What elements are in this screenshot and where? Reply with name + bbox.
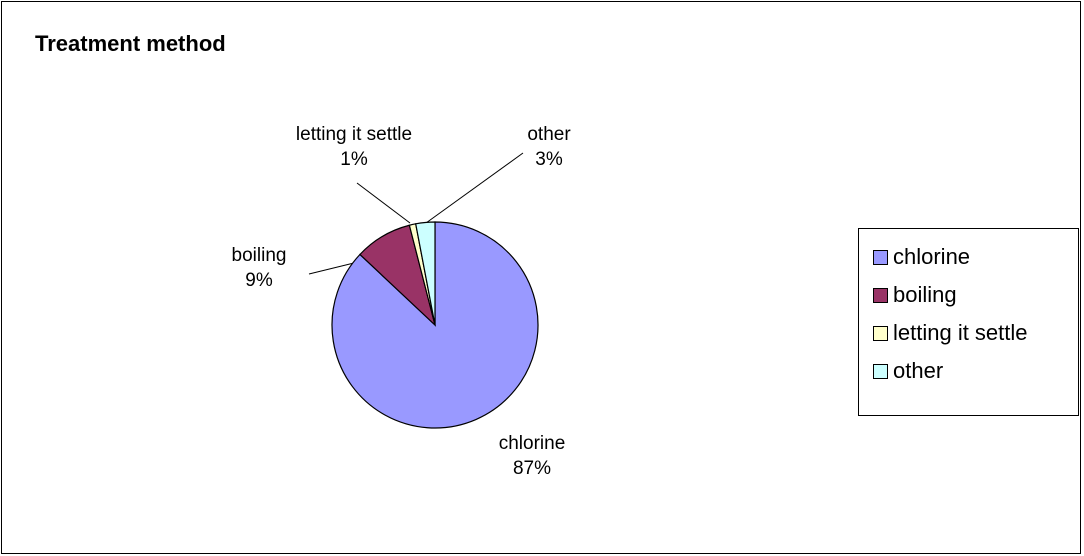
data-label-name-other: other [527, 124, 571, 145]
pie-slices [331, 221, 539, 429]
leader-line-boiling [308, 261, 359, 275]
data-labels: chlorine 87% boiling 9% letting it settle 1% o… [232, 124, 572, 479]
legend-label: other [893, 358, 944, 383]
legend-swatch [873, 325, 888, 341]
data-label-value-boiling: 9% [245, 270, 273, 291]
legend-swatch [873, 363, 888, 379]
leader-line-other [425, 152, 524, 224]
data-label-name-letting-it-settle: letting it settle [296, 124, 412, 145]
chart-title: Treatment method [35, 31, 226, 56]
legend-label: boiling [893, 282, 957, 307]
data-label-value-other: 3% [535, 149, 563, 170]
data-label-value-letting-it-settle: 1% [340, 149, 368, 170]
pie-slice-other [414, 221, 436, 326]
data-label-name-chlorine: chlorine [499, 433, 566, 454]
legend-label: letting it settle [893, 320, 1028, 345]
leader-lines [308, 152, 524, 275]
legend-item-other: other [873, 357, 943, 385]
legend: chlorine boiling letting it settle other [858, 228, 1079, 416]
legend-item-boiling: boiling [873, 281, 957, 309]
legend-swatch [873, 287, 888, 303]
legend-item-letting-it-settle: letting it settle [873, 319, 1028, 347]
legend-swatch [873, 249, 888, 265]
legend-item-chlorine: chlorine [873, 243, 970, 271]
leader-line-letting-it-settle [356, 182, 411, 224]
legend-label: chlorine [893, 244, 971, 269]
data-label-name-boiling: boiling [232, 245, 287, 266]
data-label-value-chlorine: 87% [513, 458, 551, 479]
